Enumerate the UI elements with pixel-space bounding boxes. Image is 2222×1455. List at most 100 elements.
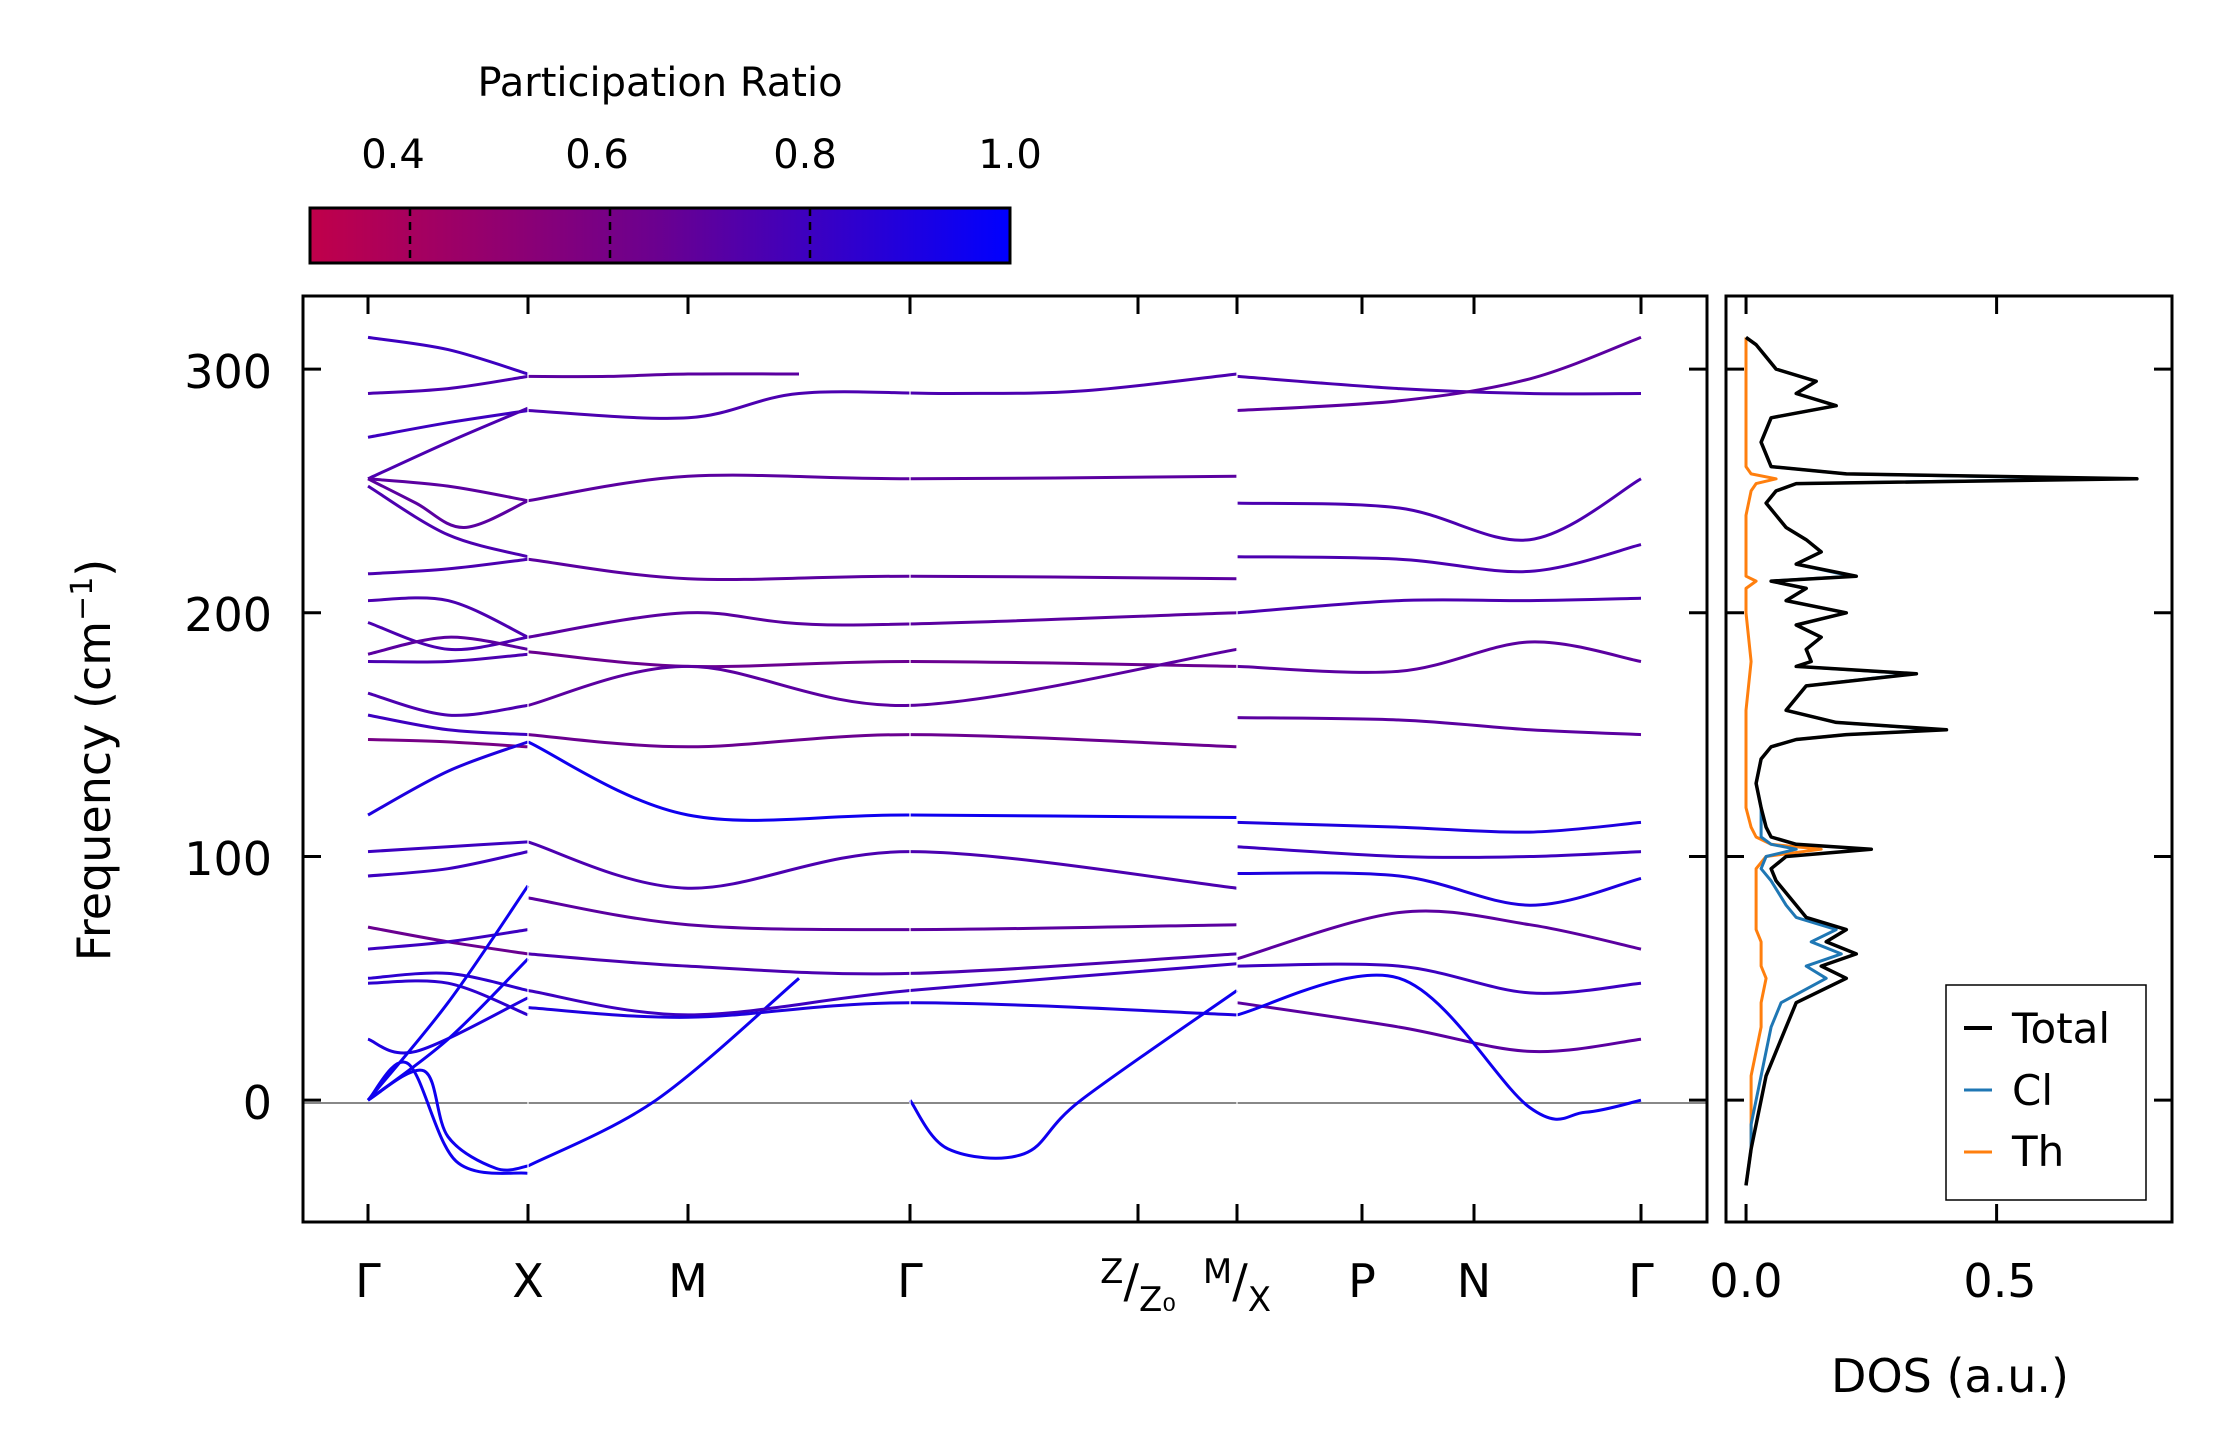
phonon-branch-47 bbox=[1236, 596, 1642, 615]
dos-legend: Total Cl Th bbox=[1945, 984, 2147, 1201]
phonon-branch-15 bbox=[367, 740, 529, 817]
phonon-branch-24 bbox=[367, 957, 530, 1102]
phonon-branch-11 bbox=[367, 652, 529, 664]
phonon-branch-12 bbox=[367, 691, 529, 717]
band-panel: 0 100 200 300 Frequency (cm−1) Γ X M Γ Z… bbox=[65, 294, 1709, 1320]
phonon-branch-37 bbox=[527, 840, 1238, 890]
phonon-branch-44 bbox=[1236, 335, 1642, 412]
xtick-label-p: P bbox=[1348, 1254, 1376, 1308]
phonon-branch-19 bbox=[367, 928, 529, 951]
xtick-label-m-x: M/X bbox=[1203, 1252, 1271, 1320]
phonon-branch-40 bbox=[527, 962, 1238, 1017]
xtick-m-top: M bbox=[1203, 1252, 1232, 1292]
phonon-branch-10 bbox=[367, 635, 529, 656]
phonon-branch-56 bbox=[1236, 973, 1642, 1121]
phonon-branch-26 bbox=[366, 1060, 529, 1175]
colorbar-gradient bbox=[308, 206, 1012, 265]
phonon-branch-29 bbox=[527, 372, 1238, 420]
phonon-branch-0 bbox=[367, 335, 529, 376]
ytick-label-0: 0 bbox=[243, 1076, 272, 1130]
phonon-branch-30 bbox=[527, 473, 1238, 503]
band-yticks bbox=[303, 367, 1707, 1102]
ytick-label-300: 300 bbox=[184, 345, 272, 399]
xtick-m-slash: / bbox=[1232, 1254, 1248, 1308]
phonon-branch-2 bbox=[367, 409, 529, 439]
legend-label-cl: Cl bbox=[2012, 1066, 2053, 1115]
phonon-branch-3 bbox=[367, 406, 529, 481]
xtick-label-m: M bbox=[668, 1254, 708, 1308]
xtick-z-top: Z bbox=[1100, 1252, 1123, 1292]
band-xticks bbox=[366, 296, 1643, 1222]
colorbar-tick-label-0: 0.4 bbox=[361, 132, 425, 178]
phonon-branch-4 bbox=[367, 477, 529, 503]
phonon-branch-28 bbox=[527, 372, 800, 379]
phonon-branch-52 bbox=[1236, 871, 1642, 907]
legend-frame bbox=[1945, 984, 2147, 1201]
y-axis-title-sup: −1 bbox=[65, 577, 100, 621]
phonon-branch-38 bbox=[527, 896, 1238, 932]
colorbar-ticks bbox=[408, 208, 812, 263]
ytick-label-200: 200 bbox=[184, 588, 272, 642]
xtick-label-n: N bbox=[1457, 1254, 1491, 1308]
dos-xtick-label-0-5: 0.5 bbox=[1963, 1254, 2036, 1308]
colorbar-tick-label-1: 0.6 bbox=[565, 132, 629, 178]
dos-line-total bbox=[1744, 335, 2139, 1186]
xtick-z-bottom: Z₀ bbox=[1139, 1280, 1176, 1320]
dos-xtick-label-0: 0.0 bbox=[1709, 1254, 1782, 1308]
phonon-branch-17 bbox=[367, 850, 529, 878]
phonon-branch-50 bbox=[1236, 820, 1642, 834]
xtick-z-slash: / bbox=[1123, 1254, 1139, 1308]
phonon-branch-23 bbox=[366, 884, 530, 1102]
phonon-branch-14 bbox=[367, 738, 529, 749]
xtick-label-gamma-3: Γ bbox=[1628, 1254, 1654, 1308]
xtick-x-bottom: X bbox=[1248, 1280, 1271, 1320]
phonon-branch-48 bbox=[1236, 640, 1642, 674]
band-panel-frame bbox=[301, 294, 1709, 1224]
ytick-label-100: 100 bbox=[184, 832, 272, 886]
phonon-branch-27 bbox=[527, 977, 800, 1168]
phonon-branch-36 bbox=[527, 740, 1238, 822]
dos-ticks bbox=[1726, 296, 2172, 1222]
phonon-branch-42 bbox=[908, 989, 1238, 1160]
dos-panel: 0.0 0.5 DOS (a.u.) Total Cl Th bbox=[1709, 294, 2174, 1403]
dos-lines bbox=[1744, 335, 2139, 1186]
y-axis-title: Frequency (cm−1) bbox=[65, 559, 121, 962]
legend-label-total: Total bbox=[2011, 1004, 2110, 1053]
dos-line-th bbox=[1744, 337, 1823, 1186]
phonon-branch-33 bbox=[527, 650, 1238, 669]
y-axis-title-close: ) bbox=[67, 559, 121, 577]
phonon-branch-13 bbox=[367, 713, 529, 737]
phonon-branch-8 bbox=[367, 596, 529, 639]
phonon-branch-9 bbox=[367, 621, 529, 652]
phonon-branch-22 bbox=[367, 996, 529, 1055]
phonon-branch-35 bbox=[527, 733, 1238, 749]
phonon-branch-46 bbox=[1236, 543, 1642, 574]
legend-label-th: Th bbox=[2011, 1127, 2064, 1176]
xtick-label-gamma-2: Γ bbox=[897, 1254, 923, 1308]
colorbar-title: Participation Ratio bbox=[477, 60, 842, 106]
phonon-branch-1 bbox=[367, 374, 529, 395]
phonon-branch-53 bbox=[1236, 909, 1642, 961]
phonon-branch-7 bbox=[367, 557, 529, 576]
colorbar-tick-label-3: 1.0 bbox=[978, 132, 1042, 178]
phonon-branch-41 bbox=[527, 1001, 1238, 1019]
dos-x-axis-title: DOS (a.u.) bbox=[1831, 1349, 2069, 1403]
phonon-branch-31 bbox=[527, 557, 1238, 582]
phonon-branch-55 bbox=[1236, 1001, 1642, 1054]
phonon-branch-5 bbox=[367, 477, 529, 530]
phonon-branch-34 bbox=[527, 647, 1238, 707]
segment-breaks bbox=[527, 326, 1238, 1192]
phonon-branch-16 bbox=[367, 840, 529, 854]
colorbar: Participation Ratio 0.4 0.6 0.8 1.0 bbox=[308, 60, 1042, 265]
phonon-branch-45 bbox=[1236, 477, 1642, 542]
phonon-branches bbox=[366, 335, 1642, 1175]
phonon-branch-43 bbox=[1236, 374, 1642, 396]
y-axis-title-main: Frequency (cm bbox=[67, 621, 121, 961]
dos-panel-frame bbox=[1724, 294, 2174, 1224]
xtick-label-x: X bbox=[512, 1254, 544, 1308]
phonon-branch-54 bbox=[1236, 962, 1642, 995]
xtick-label-gamma-1: Γ bbox=[355, 1254, 381, 1308]
phonon-branch-20 bbox=[367, 971, 529, 992]
phonon-branch-25 bbox=[367, 1068, 529, 1172]
